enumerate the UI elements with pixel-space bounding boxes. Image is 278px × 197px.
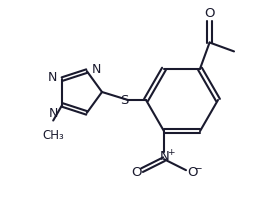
Text: N: N: [160, 150, 170, 163]
Text: N: N: [48, 71, 57, 84]
Text: O: O: [204, 7, 215, 20]
Text: O: O: [187, 166, 197, 179]
Text: N: N: [49, 107, 58, 120]
Text: CH₃: CH₃: [42, 128, 64, 141]
Text: +: +: [167, 148, 174, 157]
Text: N: N: [92, 63, 101, 76]
Text: −: −: [193, 164, 202, 174]
Text: O: O: [131, 166, 141, 179]
Text: S: S: [120, 94, 128, 107]
